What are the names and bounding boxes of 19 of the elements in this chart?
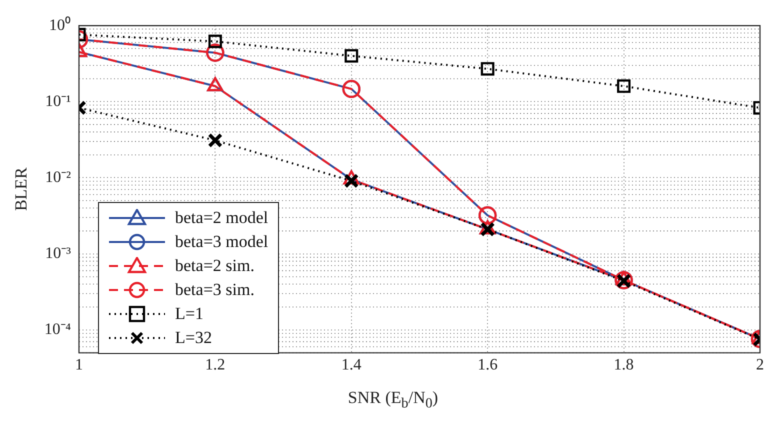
- x-tick-label: 1.2: [205, 356, 226, 374]
- y-tick-label: 10⁻³: [45, 245, 72, 262]
- x-tick-label: 1.4: [341, 356, 362, 374]
- y-tick-label: 10⁻⁴: [44, 321, 72, 338]
- legend-label: beta=2 sim.: [175, 256, 254, 276]
- y-tick-label: 10⁰: [48, 16, 71, 34]
- x-tick-label: 1: [74, 356, 83, 374]
- y-tick-label: 10⁻¹: [45, 92, 72, 110]
- y-axis-title: BLER: [12, 166, 31, 211]
- x-tick-label: 1.8: [614, 356, 634, 374]
- x-tick-label: 1.6: [478, 356, 498, 374]
- legend-label: L=32: [175, 328, 212, 348]
- legend-label: beta=2 model: [175, 208, 268, 228]
- legend-label: L=1: [175, 304, 204, 324]
- y-tick-label: 10⁻²: [45, 168, 72, 186]
- legend-label: beta=3 model: [175, 232, 268, 252]
- x-tick-label: 2: [756, 356, 764, 374]
- legend-label: beta=3 sim.: [175, 280, 254, 300]
- x-axis-title: SNR (E$_{b}$/N$_{0}$): [346, 388, 440, 412]
